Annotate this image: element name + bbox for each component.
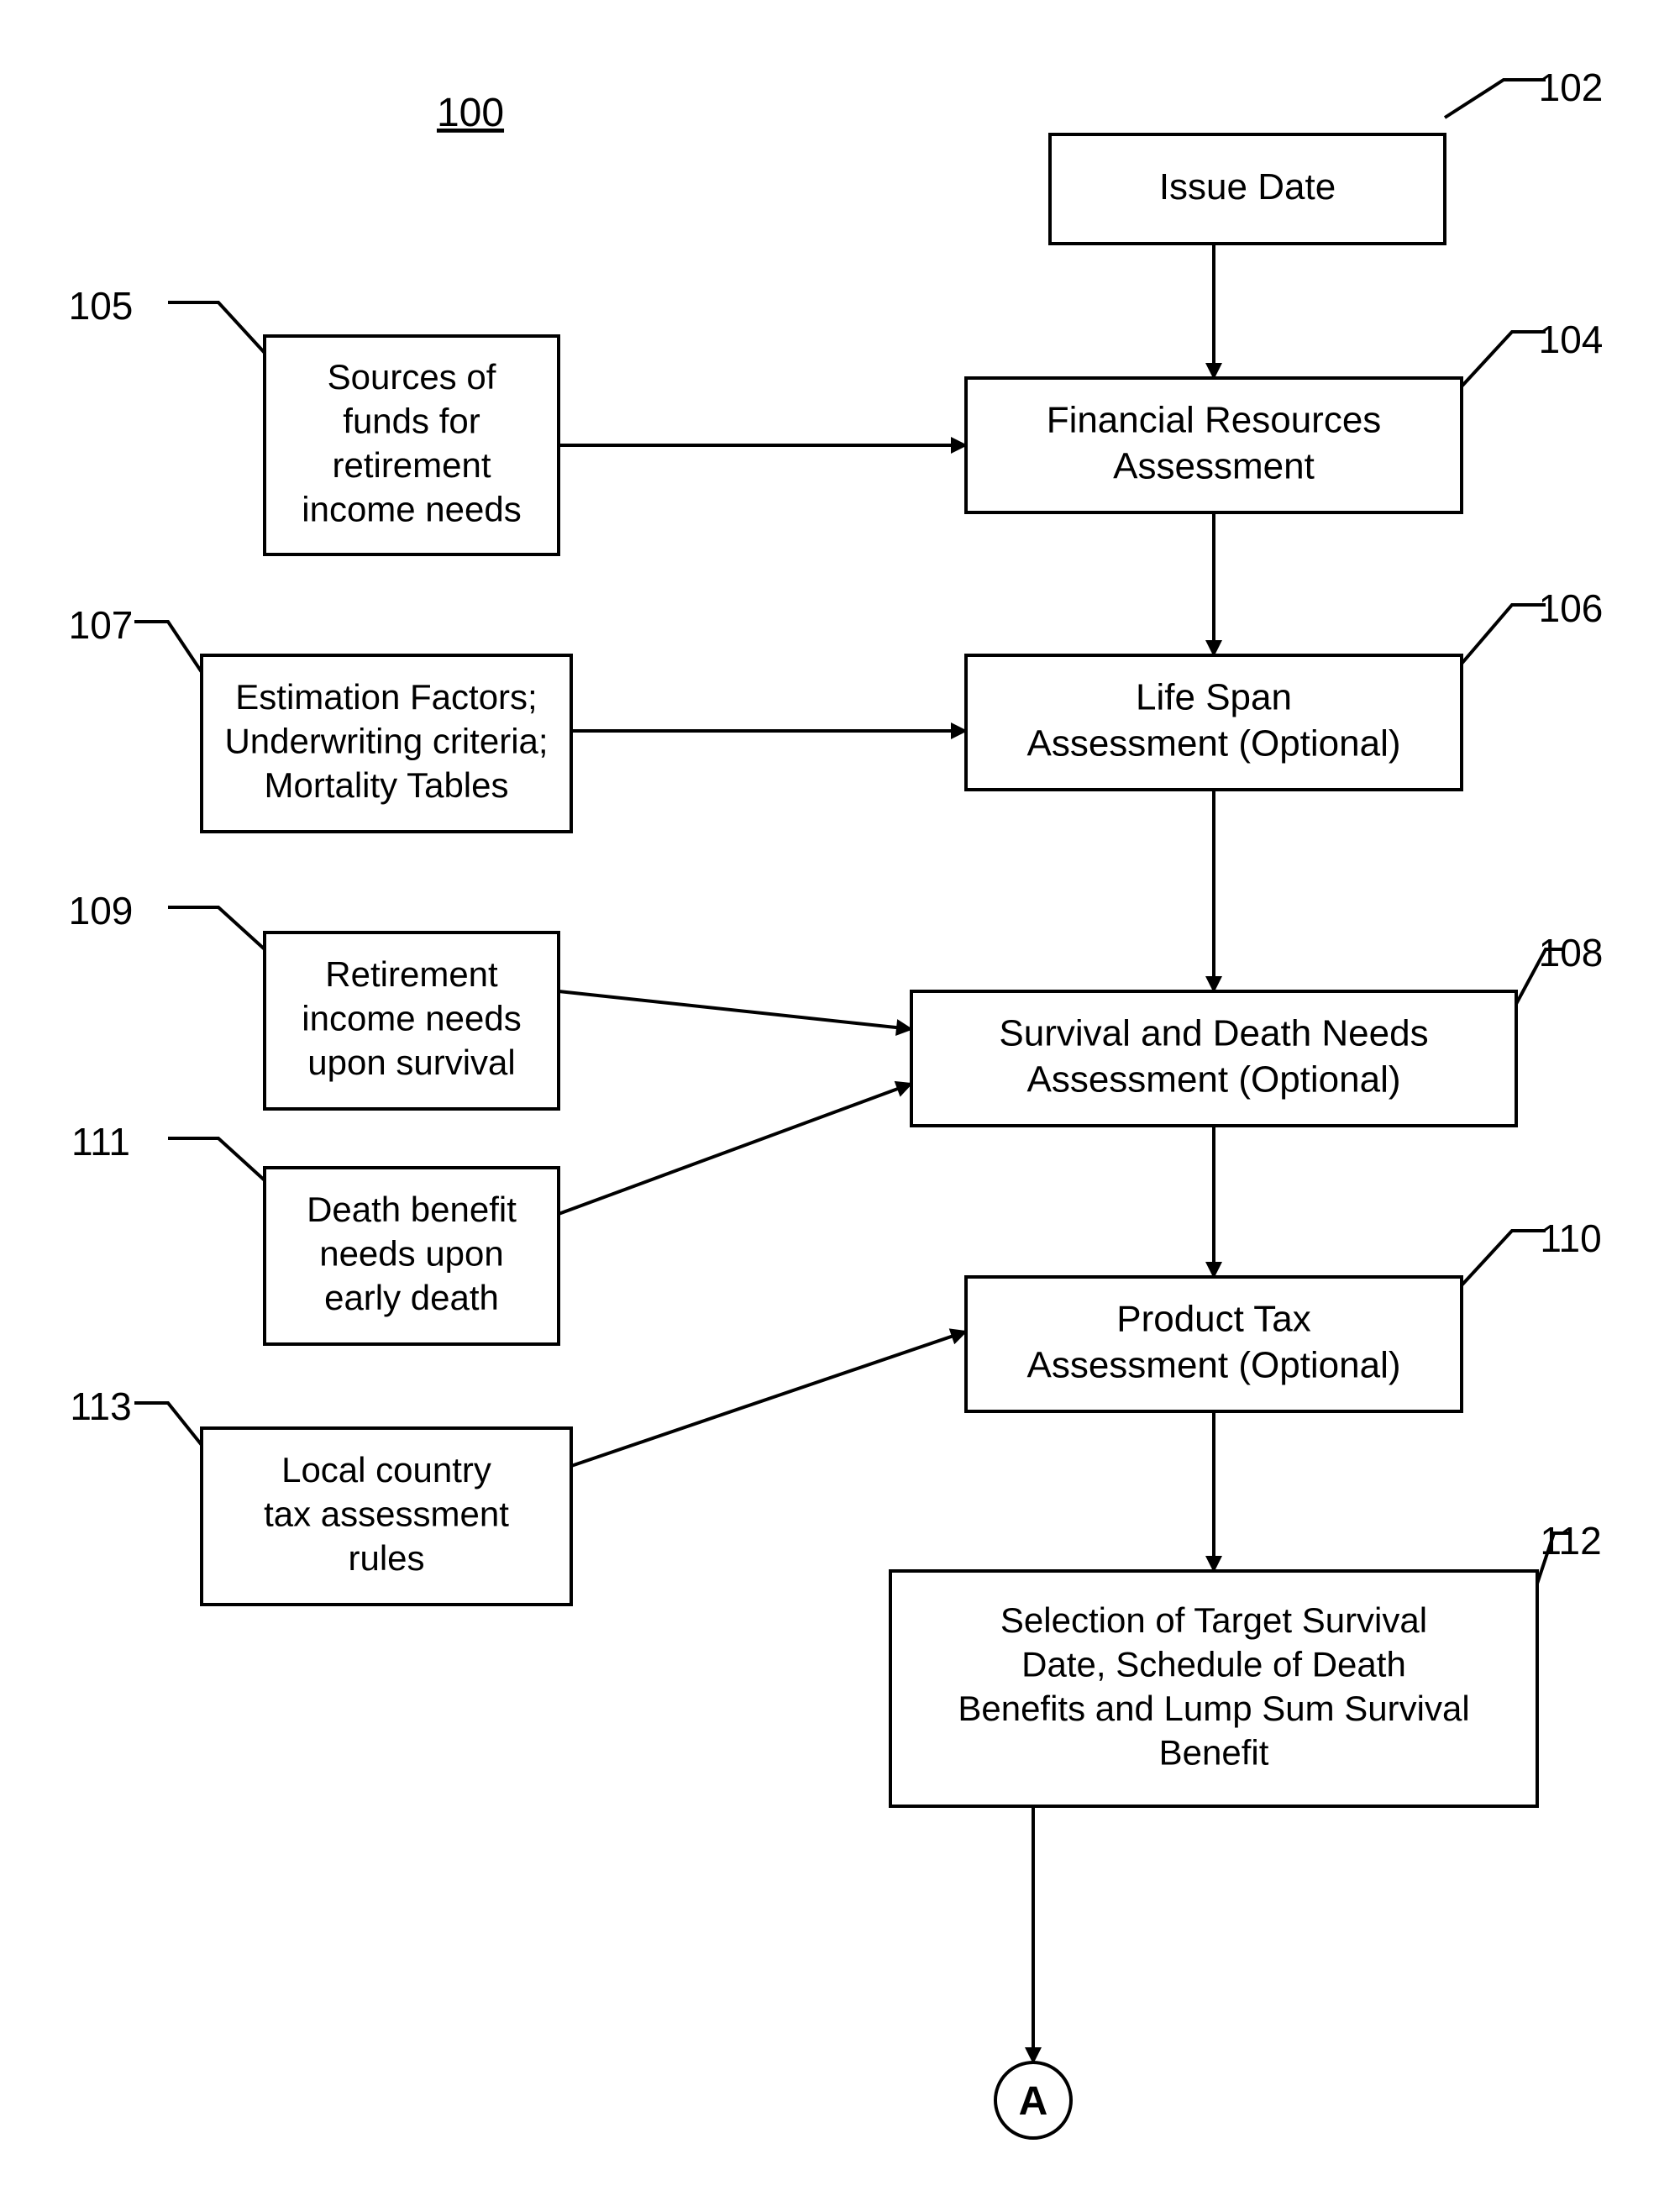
node-113-line-1: tax assessment bbox=[264, 1495, 509, 1534]
connector-A-label: A bbox=[1019, 2079, 1048, 2124]
ref-107: 107 bbox=[69, 603, 134, 647]
leader-106 bbox=[1462, 605, 1546, 664]
leader-105 bbox=[168, 302, 265, 353]
node-106-line-1: Assessment (Optional) bbox=[1026, 723, 1400, 764]
node-107-line-0: Estimation Factors; bbox=[235, 677, 537, 717]
ref-104: 104 bbox=[1539, 318, 1604, 361]
node-105-line-0: Sources of bbox=[328, 357, 496, 397]
edge-9 bbox=[559, 1084, 911, 1214]
node-109: Retirement income needs upon survival 109 bbox=[69, 889, 559, 1109]
edge-8 bbox=[559, 991, 911, 1029]
leader-111 bbox=[168, 1138, 265, 1180]
node-112: Selection of Target SurvivalDate, Schedu… bbox=[890, 1519, 1602, 1806]
node-110-line-1: Assessment (Optional) bbox=[1026, 1345, 1400, 1386]
edge-10 bbox=[571, 1332, 966, 1466]
node-109-line-1: income needs bbox=[302, 999, 522, 1038]
node-108-line-0: Survival and Death Needs bbox=[999, 1013, 1428, 1054]
node-107-line-1: Underwriting criteria; bbox=[224, 722, 548, 761]
leader-102 bbox=[1445, 80, 1546, 118]
node-110-line-0: Product Tax bbox=[1116, 1299, 1311, 1340]
leader-104 bbox=[1462, 332, 1546, 386]
node-104-line-0: Financial Resources bbox=[1047, 400, 1382, 441]
node-112-line-1: Date, Schedule of Death bbox=[1021, 1644, 1406, 1684]
node-108: Survival and Death Needs Assessment (Opti… bbox=[911, 931, 1603, 1126]
node-105: Sources of funds for retirement income need… bbox=[69, 284, 559, 554]
node-104: Financial Resources Assessment 104 bbox=[966, 318, 1603, 512]
node-111: Death benefit needs upon early death 111 bbox=[71, 1120, 559, 1344]
ref-111: 111 bbox=[71, 1120, 130, 1164]
node-113: Local country tax assessment rules 113 bbox=[70, 1384, 571, 1605]
node-102: Issue Date 102 bbox=[1050, 66, 1603, 244]
leader-107 bbox=[134, 622, 202, 672]
connector-A: A bbox=[995, 2062, 1071, 2138]
node-110: Product Tax Assessment (Optional) 110 bbox=[966, 1216, 1602, 1411]
ref-110: 110 bbox=[1540, 1216, 1601, 1260]
node-113-line-0: Local country bbox=[281, 1450, 491, 1489]
node-105-line-2: retirement bbox=[332, 445, 491, 485]
ref-105: 105 bbox=[69, 284, 134, 328]
leader-109 bbox=[168, 907, 265, 949]
node-102-line-0: Issue Date bbox=[1159, 166, 1336, 208]
node-106-line-0: Life Span bbox=[1136, 677, 1292, 718]
node-107: Estimation Factors; Underwriting criteria… bbox=[69, 603, 571, 832]
node-105-line-3: income needs bbox=[302, 489, 522, 528]
node-111-line-1: needs upon bbox=[319, 1234, 504, 1274]
node-111-line-0: Death benefit bbox=[307, 1190, 517, 1229]
node-112-line-0: Selection of Target Survival bbox=[1000, 1600, 1427, 1640]
node-109-line-0: Retirement bbox=[325, 954, 498, 994]
node-108-line-1: Assessment (Optional) bbox=[1026, 1059, 1400, 1101]
leader-113 bbox=[134, 1403, 202, 1445]
node-113-line-2: rules bbox=[348, 1538, 424, 1578]
node-111-line-2: early death bbox=[324, 1278, 499, 1317]
node-107-line-2: Mortality Tables bbox=[264, 765, 508, 805]
diagram-title: 100 bbox=[437, 91, 504, 135]
ref-102: 102 bbox=[1539, 66, 1604, 109]
ref-113: 113 bbox=[70, 1384, 131, 1428]
leader-110 bbox=[1462, 1231, 1546, 1285]
ref-108: 108 bbox=[1539, 931, 1604, 975]
node-112-line-2: Benefits and Lump Sum Survival bbox=[958, 1689, 1469, 1728]
ref-106: 106 bbox=[1539, 586, 1604, 630]
node-112-line-3: Benefit bbox=[1159, 1732, 1269, 1772]
node-106: Life Span Assessment (Optional) 106 bbox=[966, 586, 1603, 790]
node-104-line-1: Assessment bbox=[1113, 446, 1315, 487]
node-105-line-1: funds for bbox=[343, 401, 480, 440]
ref-109: 109 bbox=[69, 889, 134, 933]
ref-112: 112 bbox=[1540, 1519, 1601, 1563]
node-109-line-2: upon survival bbox=[307, 1043, 515, 1082]
